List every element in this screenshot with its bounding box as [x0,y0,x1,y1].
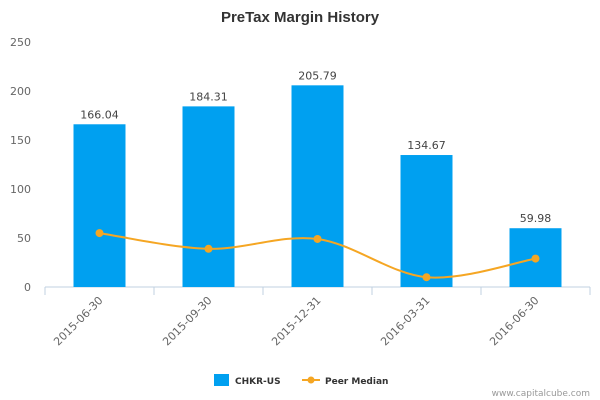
legend-swatch-chkr [214,374,229,386]
bar-value-label: 205.79 [298,69,337,82]
x-axis-ticks: 2015-06-30 2015-09-30 2015-12-31 2016-03-31… [44,287,591,348]
y-tick-label: 100 [10,183,31,196]
peer-median-point[interactable] [531,254,540,263]
x-tick-label: 2015-12-31 [269,294,323,348]
x-tick-label: 2016-03-31 [378,294,432,348]
legend-marker-peer [307,376,315,384]
x-tick-label: 2016-06-30 [487,294,541,348]
legend[interactable]: CHKR-US Peer Median [214,374,388,387]
bar-value-label: 59.98 [520,212,552,225]
bar-value-label: 166.04 [80,108,119,121]
credit-text: www.capitalcube.com [492,389,590,399]
y-tick-label: 0 [24,281,31,294]
peer-median-point[interactable] [95,229,104,238]
bar-value-labels: 166.04 184.31 205.79 134.67 59.98 [80,69,551,225]
peer-median-point[interactable] [313,234,322,243]
bar-value-label: 184.31 [189,90,228,103]
line-series [95,229,540,282]
legend-label-chkr: CHKR-US [235,377,281,387]
y-tick-label: 150 [10,134,31,147]
bar[interactable] [291,85,344,287]
x-tick-label: 2015-06-30 [51,294,105,348]
y-tick-label: 50 [17,232,31,245]
y-tick-label: 200 [10,85,31,98]
y-axis-ticks: 0 50 100 150 200 250 [10,36,31,294]
y-tick-label: 250 [10,36,31,49]
bar-series [73,85,562,288]
legend-label-peer: Peer Median [325,377,388,387]
peer-median-point[interactable] [422,273,431,282]
x-tick-label: 2015-09-30 [160,294,214,348]
peer-median-point[interactable] [204,244,213,253]
bar[interactable] [73,124,126,288]
bar-value-label: 134.67 [407,139,446,152]
chart-title: PreTax Margin History [221,9,380,26]
bar[interactable] [182,106,235,288]
bar[interactable] [400,155,453,287]
